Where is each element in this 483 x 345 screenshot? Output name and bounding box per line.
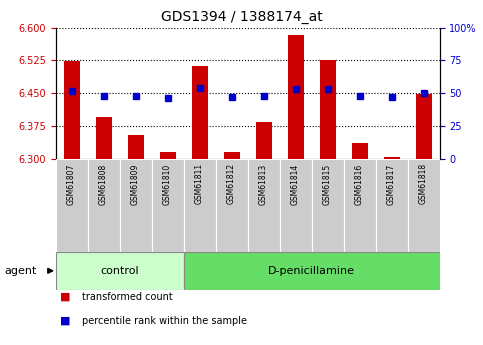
Text: GSM61817: GSM61817 bbox=[387, 163, 396, 205]
Text: GSM61809: GSM61809 bbox=[131, 163, 140, 205]
Bar bbox=[87, 159, 120, 252]
Bar bbox=[312, 159, 343, 252]
Bar bbox=[184, 252, 440, 290]
Text: D-penicillamine: D-penicillamine bbox=[268, 266, 355, 276]
Text: percentile rank within the sample: percentile rank within the sample bbox=[82, 316, 247, 326]
Bar bbox=[224, 152, 240, 159]
Bar bbox=[415, 94, 431, 159]
Bar bbox=[408, 159, 440, 252]
Text: GSM61812: GSM61812 bbox=[227, 163, 236, 205]
Text: GSM61808: GSM61808 bbox=[99, 163, 108, 205]
Text: ■: ■ bbox=[60, 292, 71, 302]
Bar bbox=[192, 66, 208, 159]
Text: GSM61811: GSM61811 bbox=[195, 163, 204, 205]
Text: ■: ■ bbox=[60, 316, 71, 326]
Bar bbox=[320, 59, 336, 159]
Bar bbox=[128, 135, 143, 159]
Bar bbox=[384, 157, 399, 159]
Bar bbox=[248, 159, 280, 252]
Text: agent: agent bbox=[5, 266, 37, 276]
Text: transformed count: transformed count bbox=[82, 292, 173, 302]
Bar bbox=[256, 121, 271, 159]
Text: GSM61818: GSM61818 bbox=[419, 163, 428, 205]
Bar bbox=[343, 159, 376, 252]
Bar bbox=[159, 152, 175, 159]
Text: GSM61814: GSM61814 bbox=[291, 163, 300, 205]
Text: GDS1394 / 1388174_at: GDS1394 / 1388174_at bbox=[161, 10, 322, 24]
Bar bbox=[376, 159, 408, 252]
Bar bbox=[120, 159, 152, 252]
Text: GSM61810: GSM61810 bbox=[163, 163, 172, 205]
Text: control: control bbox=[100, 266, 139, 276]
Bar bbox=[287, 35, 303, 159]
Bar bbox=[215, 159, 248, 252]
Bar bbox=[96, 117, 112, 159]
Bar bbox=[352, 144, 368, 159]
Bar bbox=[184, 159, 215, 252]
Bar bbox=[152, 159, 184, 252]
Bar bbox=[280, 159, 312, 252]
Text: GSM61813: GSM61813 bbox=[259, 163, 268, 205]
Bar bbox=[56, 252, 184, 290]
Text: GSM61807: GSM61807 bbox=[67, 163, 76, 205]
Text: GSM61815: GSM61815 bbox=[323, 163, 332, 205]
Bar bbox=[56, 159, 87, 252]
Text: GSM61816: GSM61816 bbox=[355, 163, 364, 205]
Bar bbox=[64, 61, 80, 159]
